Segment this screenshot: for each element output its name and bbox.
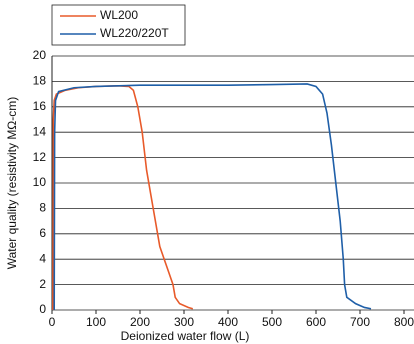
y-tick-label: 0: [39, 302, 46, 316]
x-tick-label: 500: [262, 315, 282, 329]
legend-label: WL220/220T: [100, 26, 169, 40]
y-tick-label: 6: [39, 226, 46, 240]
y-tick-label: 14: [33, 124, 47, 138]
x-tick-label: 600: [306, 315, 326, 329]
legend-box: [51, 4, 186, 46]
y-tick-label: 12: [33, 150, 47, 164]
y-tick-label: 16: [33, 99, 47, 113]
y-tick-label: 18: [33, 74, 47, 88]
x-tick-label: 100: [86, 315, 106, 329]
x-tick-label: 0: [49, 315, 56, 329]
legend-label: WL200: [100, 8, 138, 22]
x-tick-label: 700: [350, 315, 370, 329]
x-axis-label: Deionized water flow (L): [121, 329, 250, 343]
x-tick-label: 800: [394, 315, 414, 329]
data-line: [53, 83, 372, 311]
x-tick-label: 400: [218, 315, 238, 329]
y-tick-label: 2: [39, 277, 46, 291]
y-tick-label: 4: [39, 251, 46, 265]
y-axis-label: Water quality (resistivity MΩ-cm): [5, 97, 19, 270]
x-tick-label: 200: [130, 315, 150, 329]
y-tick-label: 20: [33, 48, 47, 62]
data-line: [52, 85, 194, 311]
x-tick-label: 300: [174, 315, 194, 329]
y-tick-label: 8: [39, 201, 46, 215]
y-tick-label: 10: [33, 175, 47, 189]
